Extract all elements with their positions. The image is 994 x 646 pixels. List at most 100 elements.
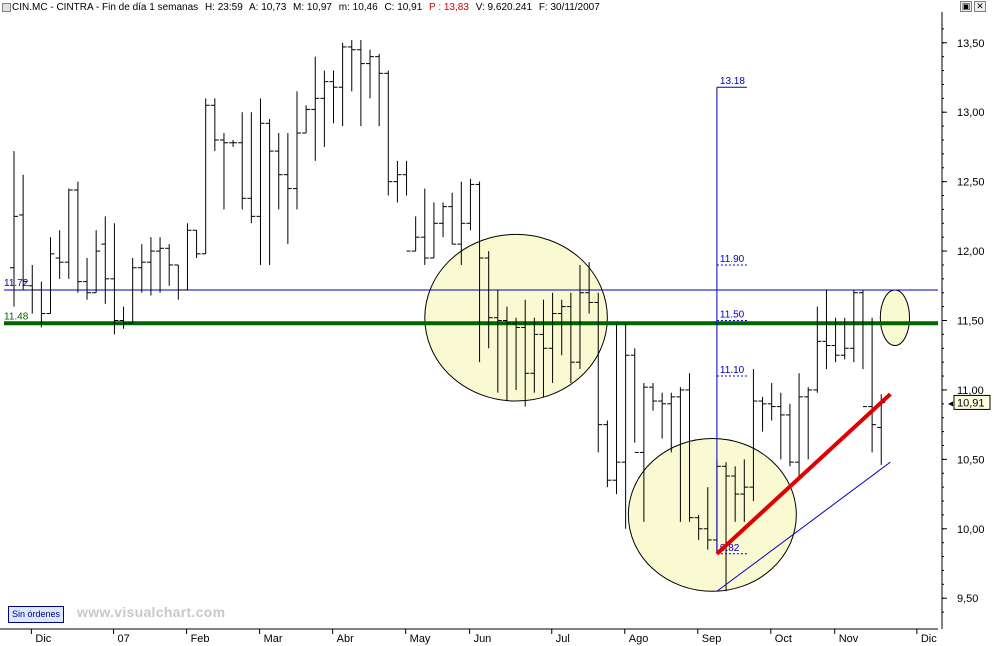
ohlc-bar	[840, 317, 849, 360]
ohlc-bar	[521, 299, 530, 407]
ohlc-bar	[274, 133, 283, 210]
ellipses-layer	[424, 233, 911, 592]
ohlc-bar	[767, 382, 776, 421]
y-tick-label: 11,50	[957, 316, 984, 328]
ohlc-bar	[822, 289, 831, 370]
ohlc-bar	[585, 262, 594, 314]
x-tick-label: Dic	[35, 633, 51, 645]
ohlc-bar	[183, 223, 192, 291]
ohlc-bar	[439, 202, 448, 238]
chart-menu-icon[interactable]	[2, 3, 11, 12]
ohlc-bar	[868, 317, 877, 453]
ohlc-bar	[64, 188, 73, 279]
ohlc-bar	[19, 174, 28, 290]
level-label: 11.72	[4, 278, 29, 289]
close-icon[interactable]: ✕	[974, 1, 986, 12]
orders-status-badge[interactable]: Sin órdenes	[8, 606, 65, 623]
ohlc-bar	[83, 258, 92, 300]
ohlc-bar	[384, 70, 393, 196]
ohlc-bar	[639, 382, 648, 522]
ohlc-bar	[502, 306, 511, 402]
ohlc-bar	[429, 202, 438, 259]
ohlc-bar	[238, 112, 247, 210]
ohlc-bar	[831, 317, 840, 363]
ohlc-bar	[703, 487, 712, 550]
bars-layer	[10, 39, 886, 592]
ohlc-bar	[776, 392, 785, 460]
last-price-marker: ◂	[948, 398, 953, 409]
ohlc-bar	[356, 39, 365, 127]
ohlc-bar	[37, 281, 46, 328]
y-tick-label: 11,00	[957, 385, 984, 397]
ohlc-bar	[28, 264, 37, 314]
ohlc-bar	[667, 392, 676, 453]
ohlc-bar	[92, 230, 101, 294]
ohlc-bar	[858, 289, 867, 408]
ohlc-bar	[128, 258, 137, 324]
ohlc-bar	[320, 70, 329, 147]
ohlc-bar	[101, 216, 110, 304]
p-value: P : 13,83	[429, 2, 469, 13]
restore-icon[interactable]: ▣	[960, 1, 972, 12]
ohlc-bar	[676, 387, 685, 522]
low-value: m: 10,46	[338, 2, 378, 13]
fib-level-label: 11.50	[720, 310, 745, 321]
ohlc-bar	[302, 105, 311, 134]
ohlc-bar	[575, 264, 584, 370]
y-tick-label: 12,50	[957, 177, 985, 189]
fib-level-label: 11.10	[720, 365, 745, 376]
ohlc-bar	[758, 396, 767, 432]
ohlc-bar	[311, 56, 320, 161]
ohlc-bar	[731, 466, 740, 522]
ohlc-bar	[557, 299, 566, 356]
highlight-ellipse	[879, 289, 911, 346]
close-value: C: 10,91	[384, 2, 423, 13]
x-tick-label: Abr	[337, 633, 354, 645]
ohlc-bar	[749, 369, 758, 502]
x-tick-label: Nov	[839, 633, 859, 645]
high-value: M: 10,97	[293, 2, 332, 13]
ohlc-bar	[256, 98, 265, 265]
overlay-layer: 13.18 11.90 11.50 11.10 9.82	[715, 76, 892, 592]
x-tick-label: Dic	[921, 633, 937, 645]
x-tick-label: Jun	[474, 633, 492, 645]
ohlc-bar	[466, 178, 475, 231]
ohlc-bar	[539, 299, 548, 397]
ohlc-bar	[347, 39, 356, 92]
ohlc-bar	[393, 160, 402, 203]
ohlc-bar	[813, 306, 822, 393]
ohlc-bar	[55, 230, 64, 279]
ohlc-bar	[219, 133, 228, 210]
ohlc-bar	[283, 133, 292, 245]
ohlc-bar	[740, 459, 749, 522]
ohlc-bar	[694, 514, 703, 540]
open-value: A: 10,73	[249, 2, 287, 13]
ohlc-bar	[512, 317, 521, 390]
last-price-box	[953, 394, 991, 410]
y-tick-label: 10,50	[957, 454, 985, 466]
trend-line-blue	[716, 461, 891, 592]
fib-level-label: 11.90	[720, 254, 745, 265]
x-tick-label: Ago	[629, 633, 649, 645]
ohlc-bar	[192, 229, 201, 259]
ohlc-bar	[566, 292, 575, 383]
ohlc-bar	[685, 373, 694, 522]
ohlc-bar	[292, 91, 301, 210]
chart-header: CIN.MC - CINTRA - Fin de día 1 semanas H…	[12, 2, 604, 13]
ohlc-bar	[46, 237, 55, 315]
ohlc-bar	[329, 70, 338, 124]
ohlc-bar	[612, 323, 621, 495]
y-tick-label: 9,50	[957, 593, 978, 605]
ohlc-bar	[457, 181, 466, 265]
y-tick-label: 12,00	[957, 246, 985, 258]
symbol-label: CIN.MC - CINTRA - Fin de día 1 semanas	[12, 2, 199, 13]
y-tick-label: 13,50	[957, 38, 985, 50]
ohlc-bar	[722, 462, 731, 592]
y-tick-label: 10,00	[957, 524, 985, 536]
last-price-label: 10,91	[957, 397, 985, 409]
ohlc-bar	[658, 392, 667, 439]
ohlc-bar	[448, 192, 457, 245]
x-tick-label: Sep	[702, 633, 722, 645]
ohlc-bar	[146, 237, 155, 296]
ohlc-bar	[621, 323, 630, 529]
